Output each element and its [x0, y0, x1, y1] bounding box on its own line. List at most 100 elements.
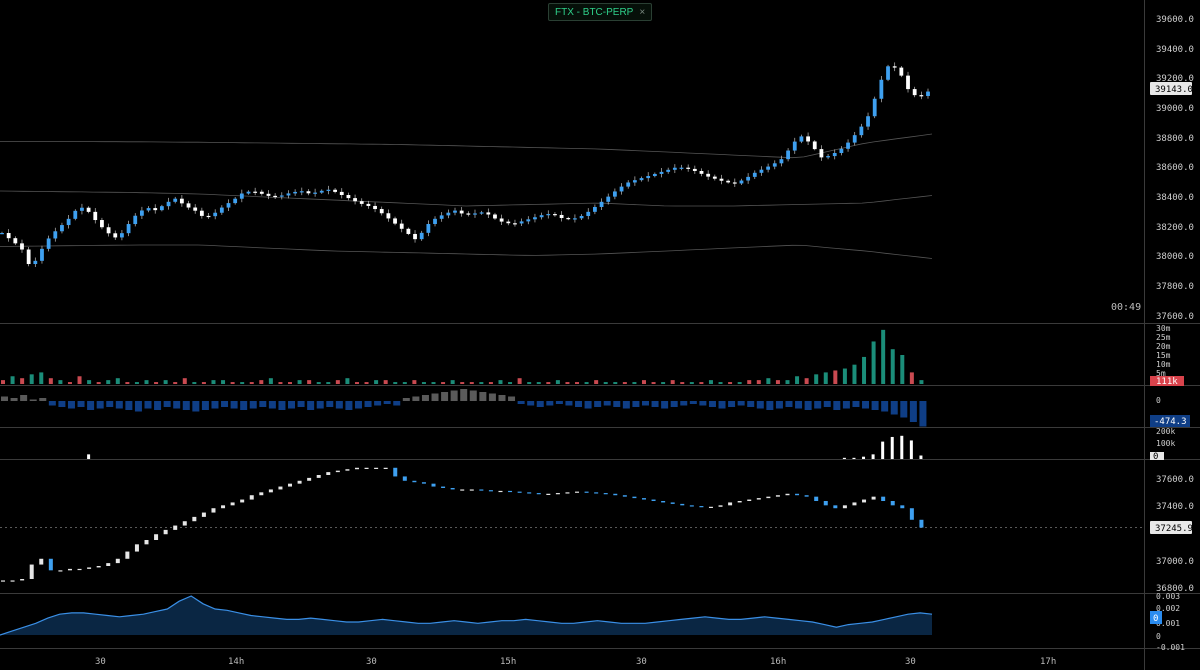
delta-axis-label: 0: [1156, 396, 1161, 405]
volume-bar: [842, 368, 847, 384]
volume-bar: [450, 380, 455, 384]
candle-body: [692, 168, 697, 171]
candle-body: [706, 173, 711, 177]
volume-bar: [555, 380, 560, 384]
cvd-candle: [154, 534, 159, 540]
volume-bar: [58, 380, 63, 384]
cvd-candle: [689, 505, 694, 507]
volume-axis[interactable]: 30m 25m 20m 15m 10m 5m 111k: [1150, 324, 1184, 387]
delta-bar: [661, 401, 669, 409]
volume-bar: [29, 374, 34, 384]
candle-body: [20, 243, 24, 250]
delta-current-value: -474.3: [1154, 417, 1187, 427]
time-axis[interactable]: 30 14h 30 15h 30 16h 30 17h: [95, 657, 1056, 667]
candle-body: [433, 218, 437, 224]
symbol-tab-label: FTX - BTC-PERP: [555, 6, 634, 18]
cvd-candle: [221, 505, 226, 509]
delta-bar: [699, 401, 707, 406]
candle-body: [586, 211, 591, 216]
volume-bar: [613, 382, 618, 384]
count-current-tag: [1150, 452, 1164, 460]
count-bar: [900, 435, 904, 459]
cvd-candle: [412, 480, 417, 483]
delta-bar: [775, 401, 783, 409]
candle-body: [120, 233, 124, 238]
count-bar: [862, 456, 866, 459]
volume-bar: [881, 329, 886, 384]
volume-bar: [412, 380, 417, 384]
delta-bar: [249, 401, 257, 409]
delta-bar: [737, 401, 745, 406]
price-axis-label: 39600.0: [1156, 15, 1194, 25]
cvd-candle: [240, 499, 245, 503]
candle-body: [279, 195, 284, 197]
price-axis-label: 37600.0: [1156, 312, 1194, 322]
price-axis[interactable]: 39600.0 39400.0 39200.0 39000.0 38800.0 …: [1150, 15, 1194, 322]
candle-body: [826, 156, 830, 158]
volume-bar: [498, 380, 503, 384]
symbol-tab[interactable]: FTX - BTC-PERP ×: [548, 3, 653, 21]
volume-bar: [77, 376, 82, 384]
delta-pane[interactable]: [1, 389, 927, 427]
count-bar: [87, 454, 91, 459]
delta-bar: [651, 401, 659, 407]
delta-axis[interactable]: 0 -474.3: [1150, 396, 1190, 427]
volume-pane[interactable]: [1, 329, 924, 384]
volume-bar: [919, 380, 924, 384]
volume-bar: [106, 380, 111, 384]
candle-body: [499, 218, 504, 222]
oscillator-current-value: 0: [1153, 614, 1158, 624]
price-pane[interactable]: [0, 62, 933, 268]
volume-bar: [795, 376, 800, 384]
volume-bar: [718, 382, 723, 384]
cvd-candle: [527, 492, 532, 494]
volume-bar: [517, 378, 522, 384]
delta-bar: [364, 401, 372, 407]
candle-body: [206, 215, 211, 218]
delta-bar: [431, 393, 439, 401]
oscillator-axis[interactable]: 0.003 0.002 0.001 0 -0.001 0: [1150, 592, 1185, 652]
delta-bar: [77, 401, 85, 407]
delta-bar: [747, 401, 755, 407]
time-axis-label: 16h: [770, 657, 786, 667]
volume-bar: [67, 382, 72, 384]
delta-bar: [527, 401, 535, 406]
delta-bar: [182, 401, 190, 410]
cvd-candle: [115, 558, 120, 564]
candle-body: [186, 203, 191, 208]
oscillator-pane[interactable]: [0, 595, 933, 636]
candle-body: [373, 205, 377, 210]
count-axis[interactable]: 200k 100k 0: [1150, 427, 1175, 462]
cvd-candle: [374, 467, 379, 469]
delta-bar: [469, 390, 477, 401]
cvd-axis[interactable]: 37600.0 37400.0 37000.0 36800.0 37245.9: [1150, 475, 1194, 594]
close-icon[interactable]: ×: [639, 6, 646, 18]
delta-bar: [326, 401, 334, 407]
last-price-tag: [1150, 82, 1192, 95]
delta-bar: [460, 389, 468, 401]
volume-bar: [479, 382, 484, 384]
volume-bar: [249, 382, 254, 384]
cvd-candle: [546, 493, 551, 495]
volume-bar: [421, 382, 426, 384]
count-pane[interactable]: [87, 435, 923, 459]
cvd-candle: [890, 501, 895, 506]
volume-bar: [747, 380, 752, 384]
time-axis-label: 17h: [1040, 657, 1056, 667]
cvd-pane[interactable]: [0, 467, 1144, 582]
candle-body: [879, 79, 884, 99]
delta-bar: [278, 401, 286, 410]
delta-bar: [641, 401, 649, 406]
delta-bar: [39, 398, 47, 401]
volume-bar: [536, 382, 541, 384]
time-axis-label: 14h: [228, 657, 244, 667]
volume-bar: [221, 380, 226, 384]
time-axis-label: 30: [366, 657, 377, 667]
oscillator-axis-label: -0.001: [1156, 643, 1185, 652]
volume-bar: [469, 382, 474, 384]
cvd-candle: [134, 544, 139, 552]
candle-body: [899, 67, 904, 76]
delta-bar: [488, 393, 496, 401]
delta-bar: [766, 401, 774, 410]
